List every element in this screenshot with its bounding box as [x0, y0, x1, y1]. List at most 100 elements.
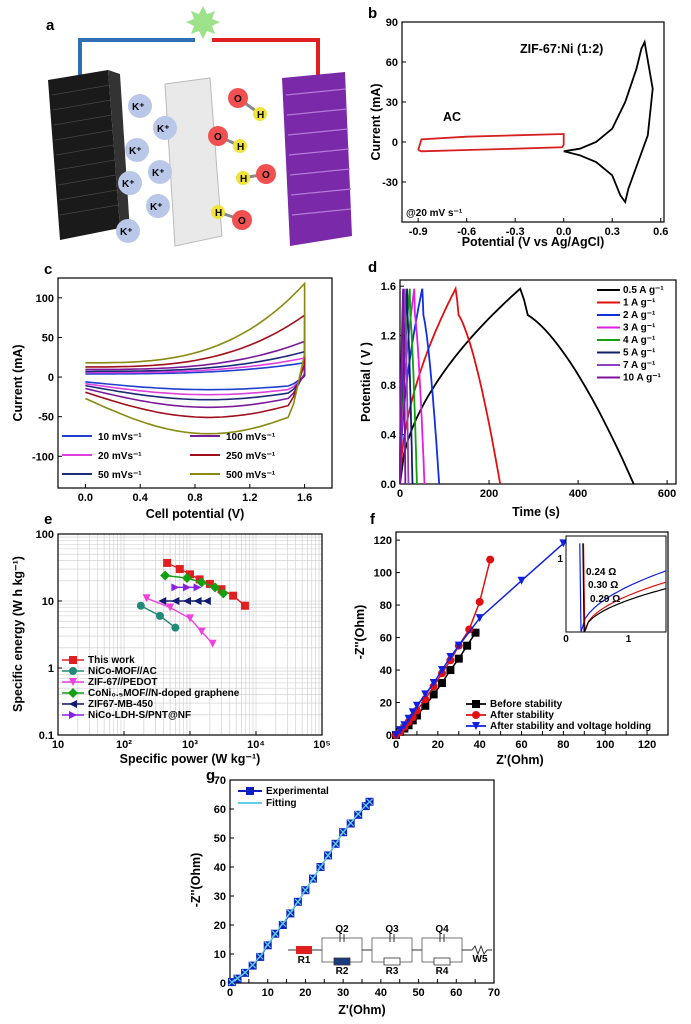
panel-f-inset-label: 0.24 Ω [586, 567, 616, 578]
panel-f-legend-marker [472, 711, 480, 719]
panel-g-x-tick-label: 40 [375, 987, 387, 999]
panel-b-y-tick-label: 30 [386, 97, 398, 109]
panel-f-data-point [404, 714, 413, 723]
panel-e-legend-marker [68, 688, 78, 698]
panel-d-series-line [399, 288, 407, 485]
panel-g-data-point [256, 952, 264, 960]
panel-e-data-point [175, 565, 184, 574]
panel-e-x-tick-label: 10³ [182, 739, 198, 751]
panel-g-y-tick-label: 50 [214, 833, 226, 845]
water-molecule: O H [236, 164, 276, 185]
panel-e-data-point [218, 588, 229, 599]
panel-e-data-point [163, 558, 172, 567]
panel-f-x-tick-label: 40 [474, 739, 486, 751]
panel-e-data-point [240, 601, 249, 610]
panel-e-legend-label: NiCo-LDH-S/PNT@NF [88, 710, 191, 721]
panel-d-series-line [399, 285, 502, 485]
circuit-resistor [383, 957, 401, 966]
panel-c-x-tick-label: 0.8 [187, 492, 202, 504]
panel-e-legend-marker [69, 678, 77, 686]
panel-f-data-point [486, 555, 495, 564]
panel-f-y-tick-label: 40 [380, 665, 392, 677]
panel-b-x-tick-label: 0.3 [605, 226, 620, 238]
panel-f-data-point [421, 690, 430, 699]
circuit-warburg [462, 944, 492, 956]
panel-g-data-point [241, 969, 249, 976]
panel-f-y-tick-label: 120 [374, 535, 392, 547]
panel-a-schematic: a [46, 6, 352, 247]
panel-e-legend-label: ZIF67-MB-450 [88, 699, 153, 710]
panel-e-data-point [205, 579, 214, 588]
panel-b-frame [401, 21, 665, 223]
panel-e-data-point [142, 594, 151, 603]
panel-c-legend-label: 50 mVs⁻¹ [98, 470, 142, 481]
panel-b-x-tick-label: -0.6 [457, 226, 476, 238]
panel-g-x-tick-label: 10 [262, 987, 274, 999]
circuit-label: Q4 [435, 924, 449, 935]
panel-d-y-axis-label: Potential ( V ) [359, 342, 373, 422]
panel-g-legend-label: Fitting [266, 798, 297, 809]
panel-f-inset-label: 0.29 Ω [590, 594, 620, 605]
svg-text:K⁺: K⁺ [120, 227, 133, 238]
panel-g-y-tick-label: 70 [214, 775, 226, 787]
panel-b-scan-rate-label: @20 mV s⁻¹ [406, 208, 463, 219]
panel-e-data-point [229, 591, 238, 600]
water-molecules: O H O H O H O H [208, 88, 276, 230]
panel-d-x-tick-label: 200 [480, 488, 498, 500]
panel-b-x-axis-label: Potential (V vs Ag/AgCl) [462, 235, 605, 249]
panel-d-legend-label: 4 A g⁻¹ [623, 335, 656, 346]
panel-g-x-tick-label: 0 [227, 987, 233, 999]
svg-text:K⁺: K⁺ [150, 202, 163, 213]
panel-d-legend-label: 0.5 A g⁻¹ [623, 285, 664, 296]
panel-f-data-point [463, 641, 472, 650]
panel-g-y-tick-label: 30 [214, 891, 226, 903]
panel-f-inset-x-tick: 0 [563, 634, 569, 645]
panel-g-data-point [347, 819, 355, 827]
svg-text:O: O [214, 132, 222, 143]
panel-g-x-tick-label: 60 [450, 987, 462, 999]
panel-d-legend-label: 5 A g⁻¹ [623, 348, 656, 359]
panel-f-data-point [475, 614, 484, 623]
circuit-label: Q3 [385, 924, 399, 935]
panel-f-data-point [429, 690, 438, 699]
panel-c-x-tick-label: 1.6 [297, 492, 312, 504]
panel-f-y-axis-label: -Z''(Ohm) [353, 605, 367, 660]
panel-g-x-axis-label: Z'(Ohm) [338, 1003, 385, 1017]
panel-c-y-axis-label: Current (mA) [11, 344, 25, 421]
panel-f-inset-curve [582, 543, 667, 633]
panel-d-frame [399, 279, 677, 485]
panel-g-nyquist-fit-chart: g 0 10 20 30 40 50 60 70 0 10 20 30 40 50 60 70 Z'(Ohm) -… [189, 767, 500, 1017]
panel-b-cv-chart: b -0.9 -0.6 -0.3 0.0 0.3 0.6 -30 0 30 60 90 Potenti… [368, 5, 668, 249]
bulb-icon [186, 6, 220, 39]
ion: K⁺ [125, 138, 149, 162]
panel-g-data-point [302, 886, 309, 894]
water-molecule: O H [208, 126, 247, 153]
panel-g-data-point [332, 840, 340, 848]
svg-text:O: O [262, 170, 270, 181]
panel-d-y-tick-label: 0.8 [381, 380, 396, 392]
water-molecule: O H [211, 205, 252, 230]
panel-f-y-tick-label: 100 [374, 568, 392, 580]
panel-b-y-tick-label: -30 [382, 177, 398, 189]
panel-e-data-point [182, 597, 191, 605]
panel-c-letter: c [44, 261, 52, 278]
panel-f-data-point [454, 641, 463, 650]
panel-g-data-point [294, 898, 302, 906]
circuit-resistor [433, 957, 451, 966]
panel-c-x-tick-label: 1.2 [242, 492, 257, 504]
panel-e-data-point [155, 611, 164, 620]
separator [164, 77, 223, 247]
panel-g-data-point [249, 961, 257, 969]
ion: K⁺ [116, 219, 140, 243]
panel-g-data-point [286, 909, 294, 917]
panel-d-legend-label: 1 A g⁻¹ [623, 298, 656, 309]
panel-e-legend-marker [69, 711, 77, 719]
panel-e-legend-marker [69, 656, 77, 664]
panel-f-legend-label: Before stability [490, 699, 563, 710]
right-electrode [282, 72, 352, 246]
panel-f-inset-curve [579, 543, 667, 633]
panel-f-legend-label: After stability [490, 710, 554, 721]
panel-f-y-tick-label: 0 [386, 730, 392, 742]
panel-g-data-point [354, 810, 362, 818]
panel-b-x-tick-label: -0.9 [409, 226, 428, 238]
